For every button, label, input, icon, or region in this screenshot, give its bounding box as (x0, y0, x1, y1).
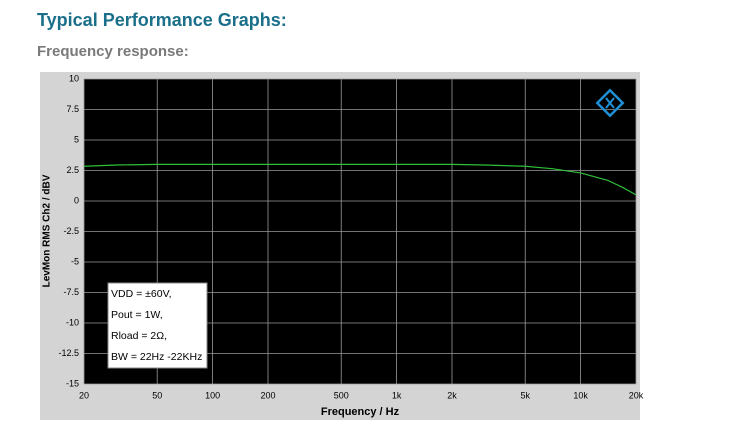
x-tick-label: 1k (392, 390, 402, 400)
logo-shape (595, 88, 625, 118)
y-tick-label: -10 (66, 317, 79, 327)
y-tick-label: 10 (69, 73, 79, 83)
x-tick-label: 10k (573, 390, 588, 400)
logo (595, 88, 625, 118)
y-tick-label: -7.5 (63, 287, 79, 297)
annotation-box (107, 282, 208, 369)
x-tick-label: 500 (334, 390, 349, 400)
y-tick-label: 0 (74, 195, 79, 205)
x-tick-label: 20 (79, 390, 89, 400)
annotation: VDD = ±60V, (111, 288, 172, 300)
x-tick-label: 200 (260, 390, 275, 400)
page-title: Typical Performance Graphs: (37, 10, 287, 30)
y-axis-label: LevMon RMS Ch2 / dBV (42, 174, 53, 287)
x-tick-label: 20k (629, 390, 644, 400)
y-tick-label: -5 (71, 256, 79, 266)
y-tick-label: -2.5 (63, 226, 79, 236)
y-tick-label: 2.5 (66, 165, 79, 175)
y-tick-label: -12.5 (58, 348, 79, 358)
logo-mark (605, 97, 615, 109)
annotation: Rload = 2Ω, (111, 330, 167, 342)
y-tick-label: 7.5 (66, 104, 79, 114)
y-tick-label: 5 (74, 134, 79, 144)
y-tick-label: -15 (66, 378, 79, 388)
x-tick-label: 2k (447, 390, 457, 400)
annotation: BW = 22Hz -22KHz (111, 351, 202, 363)
data-line (83, 163, 637, 196)
x-tick-label: 5k (520, 390, 530, 400)
annotation: Pout = 1W, (111, 309, 163, 321)
section-title: Frequency response: (37, 43, 189, 60)
x-tick-label: 50 (152, 390, 162, 400)
x-axis-label: Frequency / Hz (321, 406, 400, 418)
x-tick-label: 100 (205, 390, 220, 400)
